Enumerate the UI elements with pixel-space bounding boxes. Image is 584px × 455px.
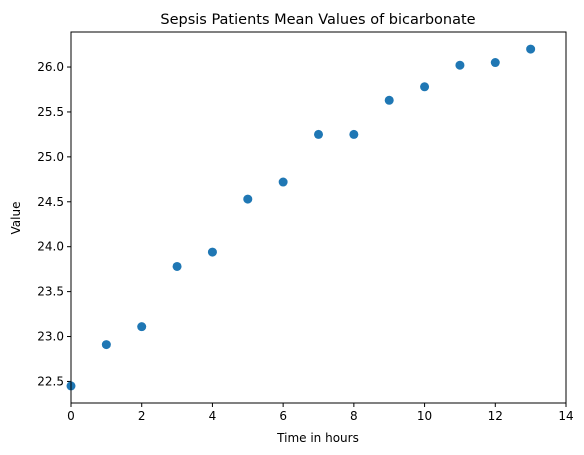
data-point bbox=[101, 340, 111, 350]
x-tick-label: 14 bbox=[558, 409, 573, 423]
data-point bbox=[349, 129, 359, 139]
chart-title: Sepsis Patients Mean Values of bicarbona… bbox=[160, 12, 475, 28]
data-point bbox=[420, 82, 430, 92]
y-tick-label: 23.5 bbox=[37, 285, 64, 299]
plot-frame bbox=[70, 31, 567, 404]
data-point bbox=[243, 194, 253, 204]
data-point bbox=[172, 261, 182, 271]
x-tick-label: 2 bbox=[138, 409, 146, 423]
data-point bbox=[384, 95, 394, 105]
x-tick-label: 0 bbox=[67, 409, 75, 423]
data-point bbox=[490, 58, 500, 68]
x-tick-label: 4 bbox=[209, 409, 217, 423]
x-tick-label: 12 bbox=[488, 409, 503, 423]
data-points bbox=[66, 44, 536, 391]
x-tick-label: 8 bbox=[350, 409, 358, 423]
x-axis-ticks: 0 2 4 6 8 10 12 14 bbox=[67, 403, 574, 423]
data-point bbox=[207, 247, 217, 257]
data-point bbox=[137, 322, 147, 332]
y-axis-ticks: 22.5 23.0 23.5 24.0 24.5 25.0 25.5 26.0 bbox=[37, 60, 71, 388]
data-point bbox=[455, 60, 465, 70]
y-axis-label: Value bbox=[9, 202, 23, 235]
y-tick-label: 25.5 bbox=[37, 105, 64, 119]
x-tick-label: 10 bbox=[417, 409, 432, 423]
x-axis-label: Time in hours bbox=[276, 431, 359, 445]
data-point bbox=[526, 44, 536, 54]
y-tick-label: 24.5 bbox=[37, 195, 64, 209]
y-tick-label: 25.0 bbox=[37, 150, 64, 164]
x-tick-label: 6 bbox=[279, 409, 287, 423]
y-tick-label: 24.0 bbox=[37, 240, 64, 254]
y-tick-label: 23.0 bbox=[37, 330, 64, 344]
y-tick-label: 26.0 bbox=[37, 60, 64, 74]
data-point bbox=[314, 129, 323, 139]
y-tick-label: 22.5 bbox=[37, 374, 64, 388]
data-point bbox=[278, 177, 288, 187]
